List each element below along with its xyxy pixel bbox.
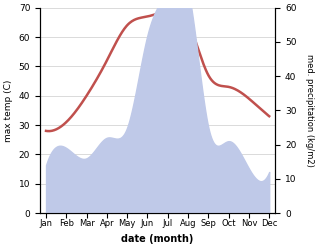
Y-axis label: max temp (C): max temp (C) <box>4 79 13 142</box>
X-axis label: date (month): date (month) <box>121 234 194 244</box>
Y-axis label: med. precipitation (kg/m2): med. precipitation (kg/m2) <box>305 54 314 167</box>
